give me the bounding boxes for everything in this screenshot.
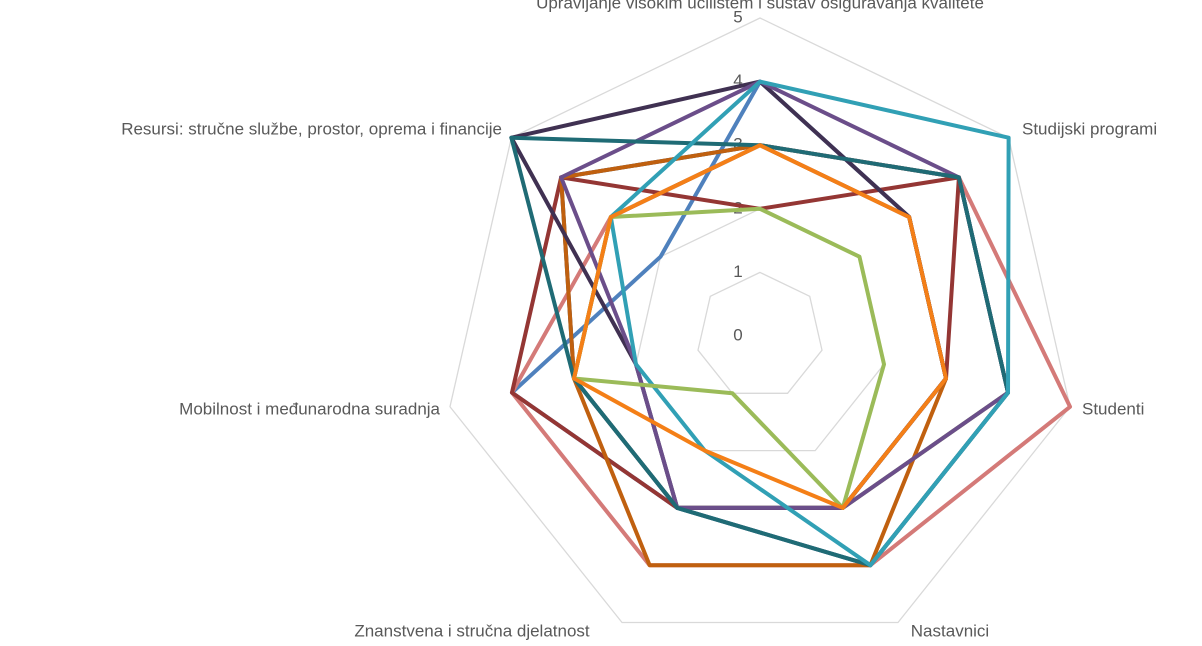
category-label: Znanstvena i stručna djelatnost	[354, 621, 590, 640]
category-label: Upravljanje visokim učilištem i sustav o…	[536, 0, 984, 12]
series-line	[571, 206, 887, 510]
y-tick-label: 0	[733, 325, 742, 344]
series-line	[509, 135, 1011, 568]
category-label: Mobilnost i međunarodna suradnja	[179, 399, 440, 418]
grid-ring	[697, 271, 823, 394]
axis-spoke	[622, 336, 760, 623]
axis-spoke	[760, 336, 1070, 407]
series-line	[571, 143, 949, 510]
y-tick-label: 4	[733, 71, 742, 90]
y-tick-label: 5	[733, 7, 742, 26]
y-tick-label: 1	[733, 262, 742, 281]
series-line	[509, 143, 1073, 568]
axis-spoke	[760, 336, 898, 623]
category-label: Nastavnici	[911, 621, 989, 640]
series-line	[608, 79, 1011, 568]
grid-ring	[635, 208, 885, 452]
y-tick-label: 2	[733, 198, 742, 217]
category-label: Studijski programi	[1022, 119, 1157, 138]
category-label: Studenti	[1082, 399, 1144, 418]
category-label: Resursi: stručne službe, prostor, oprema…	[121, 119, 502, 138]
grid-ring	[449, 17, 1071, 624]
